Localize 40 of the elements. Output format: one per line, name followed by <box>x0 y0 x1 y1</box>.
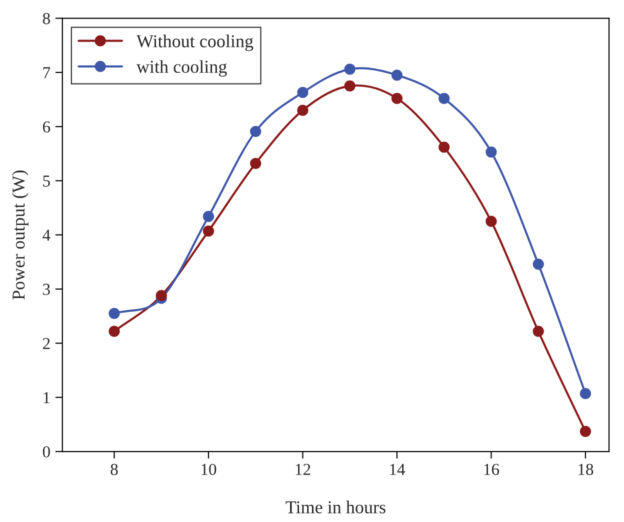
point <box>486 146 497 158</box>
y-tick-label: 7 <box>43 67 50 78</box>
point <box>108 326 120 337</box>
y-tick-label: 2 <box>42 338 50 349</box>
x-tick-label: 8 <box>110 464 118 476</box>
legend-label: Without cooling <box>136 34 254 52</box>
point <box>108 308 120 319</box>
y-tick-label: 4 <box>42 230 50 241</box>
y-tick-label: 5 <box>43 176 50 187</box>
point <box>532 326 544 337</box>
y-tick-label: 8 <box>42 12 50 24</box>
y-tick-label: 1 <box>44 392 50 404</box>
x-tick-label: 12 <box>296 464 310 475</box>
point <box>202 210 214 222</box>
y-axis-title: Power output (W) <box>12 170 28 300</box>
point <box>438 92 450 104</box>
point <box>438 142 450 153</box>
point <box>580 426 592 438</box>
y-tick-label: 3 <box>43 284 50 296</box>
point <box>344 80 356 92</box>
point <box>391 92 403 104</box>
point <box>156 290 167 302</box>
point <box>250 158 262 169</box>
point <box>202 226 214 237</box>
point <box>532 258 544 270</box>
y-tick-label: 6 <box>42 121 50 133</box>
x-tick-label: 18 <box>578 464 594 476</box>
x-tick-label: 16 <box>484 464 500 476</box>
point <box>391 70 403 81</box>
point <box>297 104 308 116</box>
point <box>486 216 497 227</box>
point <box>344 64 356 75</box>
x-tick-label: 10 <box>202 464 216 476</box>
x-axis-title: Time in hours <box>286 500 386 514</box>
point <box>580 388 592 400</box>
x-tick-label: 14 <box>390 464 406 475</box>
legend-label: with cooling <box>136 60 227 77</box>
point <box>250 126 262 138</box>
y-tick-label: 0 <box>42 446 50 458</box>
point <box>297 86 308 98</box>
